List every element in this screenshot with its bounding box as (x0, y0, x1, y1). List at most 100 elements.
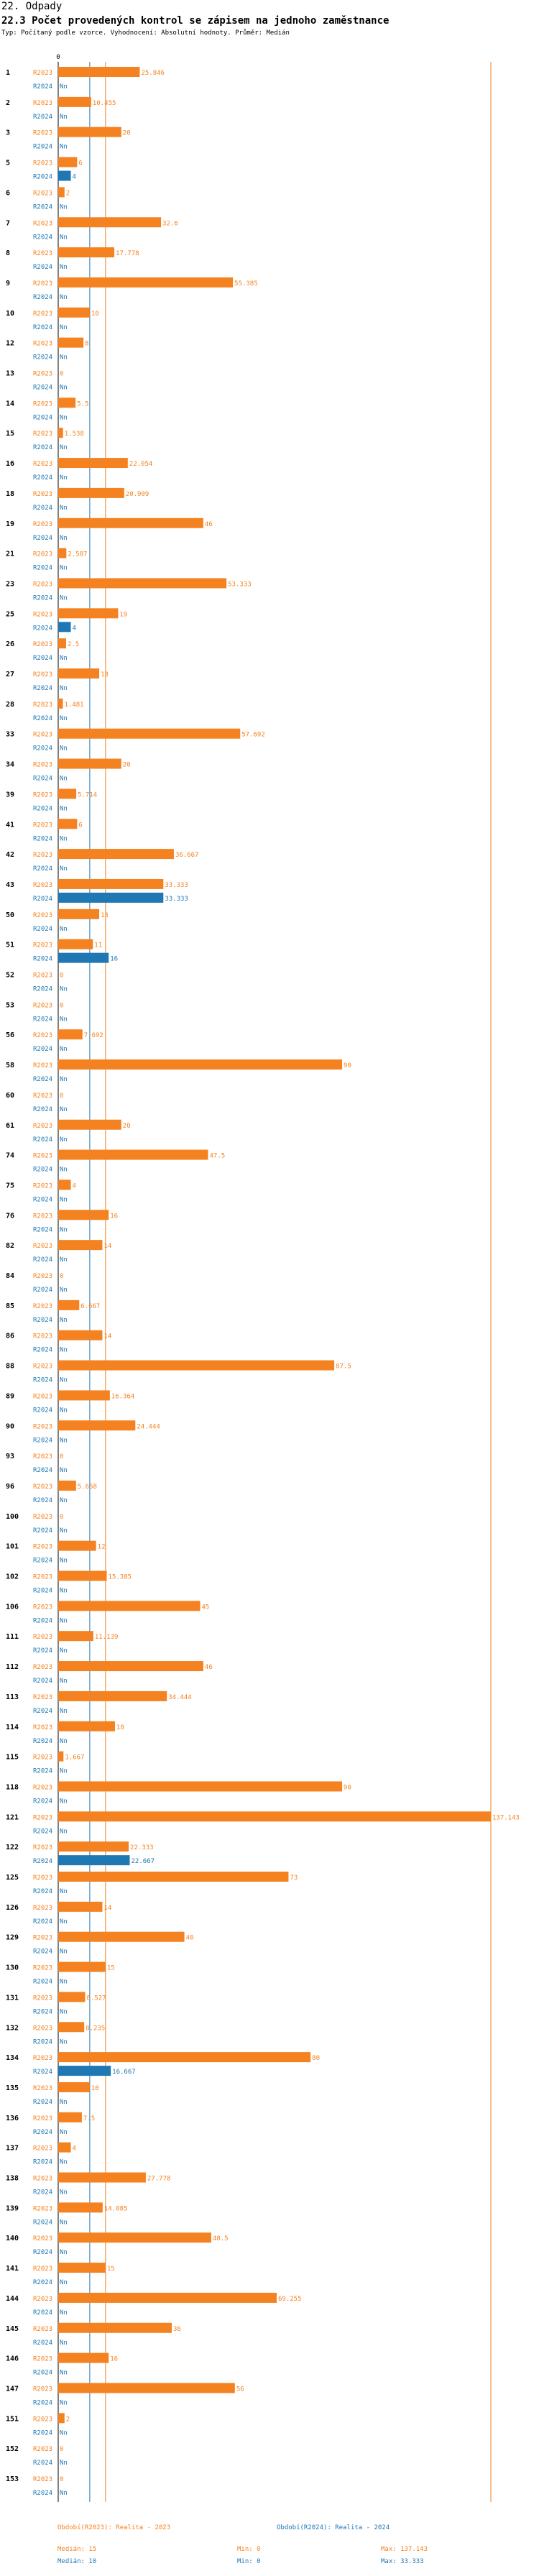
data-label-r2023: 4 (73, 2145, 76, 2153)
legend-max-r2023: Max: 137.143 (381, 2546, 428, 2553)
series-label-r2024: R2024 (33, 1588, 52, 1595)
data-label-r2023: 11.139 (95, 1634, 119, 1641)
category-label: 89 (6, 1392, 14, 1400)
bar-r2023 (58, 1179, 71, 1190)
data-label-r2024: Nn (60, 1798, 68, 1805)
category-label: 101 (6, 1543, 19, 1551)
legend-min-r2023: Min: 0 (237, 2546, 261, 2553)
data-label-r2023: 47.5 (210, 1153, 226, 1160)
series-label-r2023: R2023 (33, 1724, 52, 1731)
series-label-r2023: R2023 (33, 732, 52, 739)
series-label-r2023: R2023 (33, 671, 52, 678)
bar-r2023 (58, 2383, 235, 2393)
data-label-r2024: Nn (60, 1196, 68, 1203)
category-label: 74 (6, 1152, 14, 1160)
bar-r2023 (58, 2142, 71, 2153)
bar-r2023 (58, 1961, 106, 1972)
data-label-r2023: 2.5 (68, 641, 79, 648)
bar-r2023 (58, 638, 66, 649)
category-label: 1 (6, 69, 10, 77)
bar-r2023 (58, 1690, 167, 1701)
data-label-r2024: Nn (60, 234, 68, 241)
data-label-r2024: Nn (60, 414, 68, 421)
category-label: 88 (6, 1363, 14, 1371)
data-label-r2024: Nn (60, 1768, 68, 1775)
series-label-r2024: R2024 (33, 1949, 52, 1956)
data-label-r2024: Nn (60, 2279, 68, 2286)
series-label-r2023: R2023 (33, 310, 52, 318)
series-label-r2024: R2024 (33, 1798, 52, 1805)
data-label-r2023: 56 (236, 2386, 244, 2393)
series-label-r2024: R2024 (33, 986, 52, 993)
category-label: 114 (6, 1724, 19, 1731)
bar-r2023 (58, 1872, 289, 1882)
series-label-r2024: R2024 (33, 1918, 52, 1926)
data-label-r2023: 0 (60, 1514, 63, 1521)
series-label-r2023: R2023 (33, 2326, 52, 2333)
data-label-r2024: Nn (60, 1828, 68, 1835)
bar-r2023 (58, 1901, 103, 1912)
series-label-r2023: R2023 (33, 70, 52, 77)
data-label-r2024: Nn (60, 385, 68, 392)
bar-r2023 (58, 908, 100, 919)
series-label-r2024: R2024 (33, 655, 52, 662)
data-label-r2023: 0 (60, 371, 63, 378)
data-label-r2024: Nn (60, 1377, 68, 1384)
category-label: 76 (6, 1212, 14, 1220)
series-label-r2024: R2024 (33, 1828, 52, 1835)
bar-r2023 (58, 1661, 203, 1672)
bar-r2023 (58, 1601, 201, 1611)
category-label: 13 (6, 370, 14, 378)
series-label-r2024: R2024 (33, 896, 52, 903)
section-title: 22. Odpady (1, 1, 63, 12)
data-label-r2024: Nn (60, 685, 68, 692)
series-label-r2024: R2024 (33, 865, 52, 873)
series-label-r2024: R2024 (33, 956, 52, 963)
series-label-r2024: R2024 (33, 594, 52, 602)
category-label: 139 (6, 2204, 19, 2212)
bar-r2023 (58, 1210, 109, 1220)
category-label: 28 (6, 701, 14, 709)
series-label-r2023: R2023 (33, 2055, 52, 2062)
data-label-r2023: 20 (123, 762, 131, 769)
category-label: 5 (6, 160, 10, 167)
category-label: 122 (6, 1844, 19, 1852)
data-label-r2023: 11 (94, 942, 102, 949)
series-label-r2024: R2024 (33, 835, 52, 842)
data-label-r2024: Nn (60, 2129, 68, 2136)
series-label-r2024: R2024 (33, 444, 52, 451)
series-label-r2023: R2023 (33, 1393, 52, 1400)
series-label-r2024: R2024 (33, 1768, 52, 1775)
data-label-r2024: Nn (60, 1949, 68, 1956)
series-label-r2024: R2024 (33, 625, 52, 632)
series-label-r2024: R2024 (33, 2399, 52, 2406)
bar-r2024 (58, 952, 109, 963)
series-label-r2024: R2024 (33, 2249, 52, 2256)
category-label: 61 (6, 1122, 14, 1130)
bar-r2023 (58, 1360, 335, 1371)
series-label-r2024: R2024 (33, 1617, 52, 1624)
series-label-r2023: R2023 (33, 461, 52, 468)
data-label-r2024: Nn (60, 83, 68, 91)
data-label-r2024: Nn (60, 1106, 68, 1113)
bar-r2023 (58, 1480, 76, 1491)
bar-r2023 (58, 1420, 136, 1431)
data-label-r2024: Nn (60, 294, 68, 301)
category-label: 121 (6, 1813, 19, 1821)
series-label-r2024: R2024 (33, 1196, 52, 1203)
category-label: 23 (6, 580, 14, 588)
series-label-r2024: R2024 (33, 83, 52, 91)
bar-r2023 (58, 187, 65, 198)
data-label-r2023: 0 (60, 1273, 63, 1280)
bar-r2023 (58, 728, 241, 739)
series-label-r2023: R2023 (33, 341, 52, 348)
data-label-r2023: 40 (186, 1935, 194, 1942)
data-label-r2024: Nn (60, 1167, 68, 1174)
series-label-r2023: R2023 (33, 1484, 52, 1491)
legend-median-r2023: Medián: 15 (57, 2546, 96, 2553)
data-label-r2024: Nn (60, 835, 68, 842)
data-label-r2024: Nn (60, 655, 68, 662)
data-label-r2024: 22.667 (131, 1858, 155, 1865)
series-label-r2023: R2023 (33, 1453, 52, 1460)
series-label-r2024: R2024 (33, 114, 52, 121)
